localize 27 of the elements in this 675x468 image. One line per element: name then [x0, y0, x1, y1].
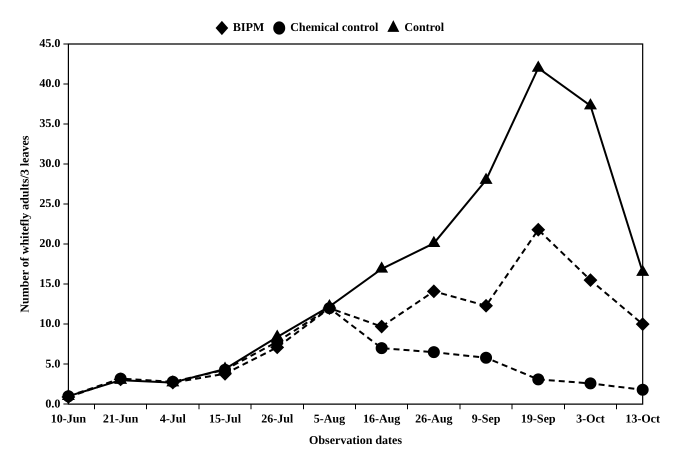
y-tick-label: 20.0 — [39, 236, 60, 250]
x-tick-label: 13-Oct — [625, 411, 660, 426]
x-tick-label: 5-Aug — [314, 411, 346, 426]
legend-label: Chemical control — [290, 20, 379, 34]
y-tick-label: 0.0 — [45, 396, 60, 410]
y-axis-title: Number of whitefly adults/3 leaves — [17, 135, 32, 313]
y-tick-label: 45.0 — [39, 36, 60, 50]
x-tick-label: 19-Sep — [520, 411, 556, 426]
y-tick-label: 5.0 — [45, 356, 60, 370]
x-axis-title: Observation dates — [309, 432, 402, 447]
x-tick-label: 15-Jul — [209, 411, 242, 426]
x-tick-label: 4-Jul — [160, 411, 186, 426]
y-tick-label: 40.0 — [39, 76, 60, 90]
legend-label: BIPM — [232, 20, 264, 34]
y-tick-label: 10.0 — [39, 316, 60, 330]
x-tick-label: 16-Aug — [362, 411, 400, 426]
y-tick-label: 30.0 — [39, 156, 60, 170]
x-tick-label: 10-Jun — [50, 411, 86, 426]
x-tick-label: 3-Oct — [576, 411, 605, 426]
y-tick-label: 25.0 — [39, 196, 60, 210]
y-tick-label: 35.0 — [39, 116, 60, 130]
x-tick-label: 21-Jun — [102, 411, 139, 426]
x-tick-label: 26-Jul — [261, 411, 294, 426]
x-tick-label: 9-Sep — [472, 411, 501, 426]
legend-label: Control — [404, 20, 445, 34]
y-tick-label: 15.0 — [39, 276, 60, 290]
x-tick-label: 26-Aug — [415, 411, 453, 426]
